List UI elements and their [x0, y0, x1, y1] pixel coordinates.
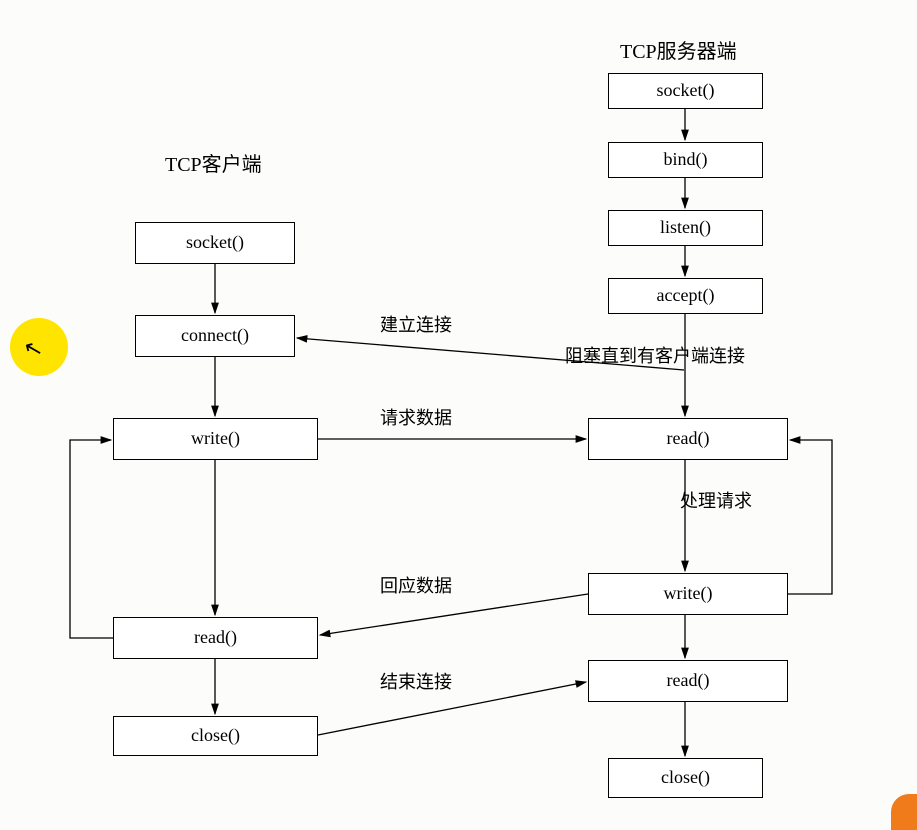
arrows-layer	[0, 0, 917, 830]
diagram-canvas: ↖ TCP客户端 TCP服务器端 socket() connect() writ…	[0, 0, 917, 830]
